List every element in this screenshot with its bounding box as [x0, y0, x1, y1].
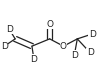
Text: D: D [71, 51, 78, 60]
Text: D: D [6, 25, 13, 34]
Text: D: D [87, 48, 94, 57]
Text: D: D [30, 55, 37, 64]
Text: D: D [1, 42, 8, 51]
Text: O: O [60, 42, 67, 51]
Text: O: O [46, 20, 53, 29]
Text: D: D [89, 29, 96, 39]
